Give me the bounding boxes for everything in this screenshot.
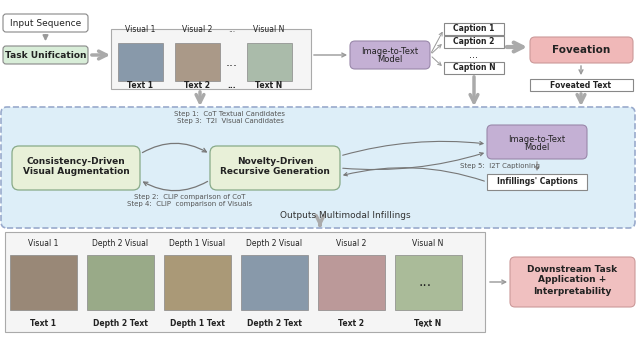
Text: Visual 2: Visual 2	[336, 238, 366, 248]
Bar	[487, 174, 587, 190]
Text: Visual 2: Visual 2	[182, 25, 212, 34]
FancyBboxPatch shape	[3, 46, 88, 64]
Text: Foveation: Foveation	[552, 45, 610, 55]
Text: Model: Model	[524, 144, 550, 153]
Text: Model: Model	[378, 54, 403, 64]
Bar	[318, 255, 385, 310]
FancyBboxPatch shape	[12, 146, 140, 190]
Bar	[395, 255, 462, 310]
Bar	[111, 29, 311, 89]
Text: Visual N: Visual N	[253, 25, 285, 34]
Text: Step 5:  I2T Captioning: Step 5: I2T Captioning	[460, 163, 540, 169]
Text: Foveated Text: Foveated Text	[550, 80, 611, 90]
Text: Visual N: Visual N	[412, 238, 444, 248]
Text: Depth 2 Visual: Depth 2 Visual	[246, 238, 302, 248]
Text: Recursive Generation: Recursive Generation	[220, 168, 330, 176]
Text: ...: ...	[226, 55, 238, 68]
Text: ...: ...	[419, 275, 431, 289]
FancyBboxPatch shape	[3, 14, 88, 32]
Bar	[444, 62, 504, 74]
Text: Text N: Text N	[255, 80, 283, 90]
Text: Depth 2 Visual: Depth 2 Visual	[92, 238, 148, 248]
Bar	[118, 43, 163, 81]
Bar	[530, 79, 633, 91]
FancyBboxPatch shape	[530, 37, 633, 63]
Text: Task Unification: Task Unification	[4, 51, 86, 60]
Text: Image-to-Text: Image-to-Text	[362, 47, 419, 55]
Text: Image-to-Text: Image-to-Text	[508, 134, 566, 144]
Bar	[247, 43, 292, 81]
Text: Consistency-Driven: Consistency-Driven	[27, 158, 125, 167]
FancyBboxPatch shape	[350, 41, 430, 69]
Bar	[10, 255, 77, 310]
Bar	[175, 43, 220, 81]
Text: Text 2: Text 2	[184, 80, 210, 90]
Text: Depth 1 Text: Depth 1 Text	[170, 319, 225, 329]
FancyBboxPatch shape	[1, 107, 635, 228]
Bar	[241, 255, 308, 310]
Text: Step 1:  CoT Textual Candidates: Step 1: CoT Textual Candidates	[175, 111, 285, 117]
Bar	[444, 36, 504, 48]
Text: Text 1: Text 1	[30, 319, 56, 329]
Bar	[87, 255, 154, 310]
Text: ...: ...	[228, 80, 236, 90]
Bar	[164, 255, 231, 310]
Text: Text 1: Text 1	[127, 80, 153, 90]
Text: Caption 1: Caption 1	[453, 24, 495, 33]
Text: Step 3:  T2I  Visual Candidates: Step 3: T2I Visual Candidates	[177, 118, 284, 124]
Text: Step 4:  CLIP  comparison of Visuals: Step 4: CLIP comparison of Visuals	[127, 201, 253, 207]
Text: Text 2: Text 2	[338, 319, 364, 329]
Text: ...: ...	[470, 50, 479, 60]
Bar	[444, 23, 504, 35]
Text: Infillings' Captions: Infillings' Captions	[497, 177, 577, 186]
Text: Step 2:  CLIP comparison of CoT: Step 2: CLIP comparison of CoT	[134, 194, 246, 200]
Text: ...: ...	[420, 319, 431, 329]
Bar	[5, 232, 485, 332]
Text: Interpretability: Interpretability	[533, 287, 611, 295]
Text: Application +: Application +	[538, 276, 606, 285]
Text: Caption 2: Caption 2	[453, 37, 495, 46]
FancyBboxPatch shape	[487, 125, 587, 159]
Text: Text N: Text N	[414, 319, 442, 329]
Text: Visual 1: Visual 1	[125, 25, 155, 34]
Text: Depth 2 Text: Depth 2 Text	[93, 319, 147, 329]
Text: Depth 2 Text: Depth 2 Text	[246, 319, 301, 329]
Text: ...: ...	[228, 25, 236, 34]
Text: Input Sequence: Input Sequence	[10, 18, 81, 27]
Text: Novelty-Driven: Novelty-Driven	[237, 158, 313, 167]
Text: Visual Augmentation: Visual Augmentation	[22, 168, 129, 176]
Text: Visual 1: Visual 1	[28, 238, 58, 248]
Text: Downstream Task: Downstream Task	[527, 264, 617, 274]
Text: Depth 1 Visual: Depth 1 Visual	[169, 238, 225, 248]
FancyBboxPatch shape	[210, 146, 340, 190]
FancyBboxPatch shape	[510, 257, 635, 307]
Text: Outputs Multimodal Infillings: Outputs Multimodal Infillings	[280, 211, 410, 221]
Text: Caption N: Caption N	[452, 63, 495, 72]
